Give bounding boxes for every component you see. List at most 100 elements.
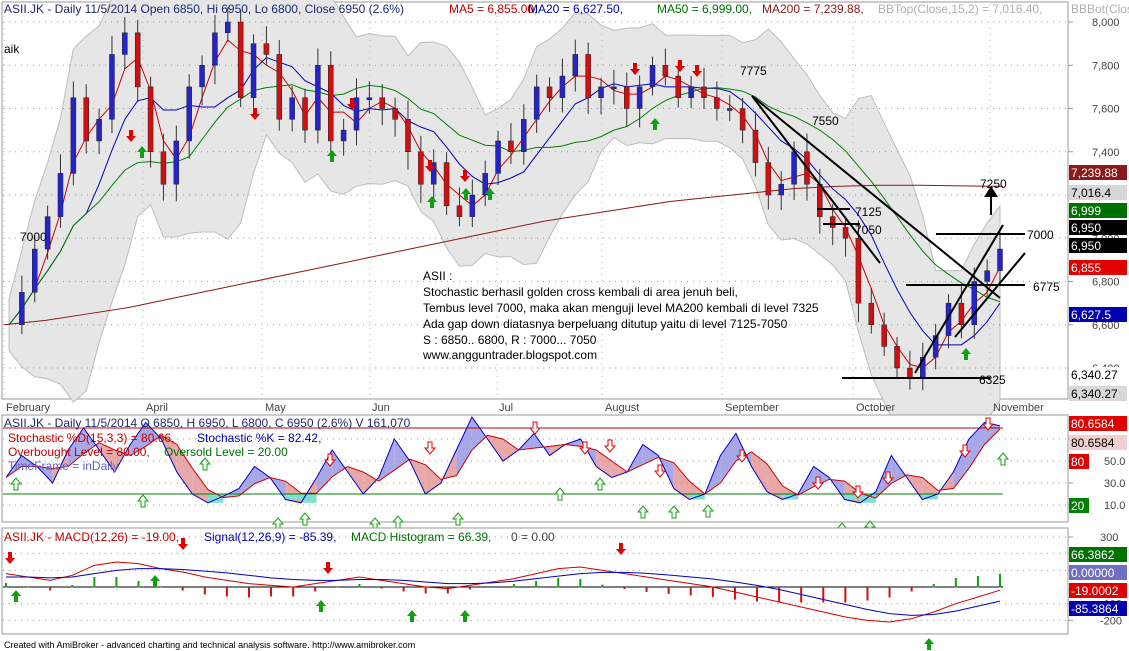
candle-body [559, 75, 566, 98]
buy-arrow [461, 188, 471, 200]
candle-body [469, 194, 476, 217]
macd-hist-bar [557, 578, 560, 588]
stoch-sell-arrow [653, 464, 667, 478]
stoch-buy-arrow [451, 512, 465, 526]
macd-hist-bar [93, 577, 96, 588]
stoch-d-line [5, 428, 1001, 499]
level-label-6325: 6325 [979, 373, 1006, 387]
stoch-area [471, 417, 488, 450]
level-label-7050: 7050 [855, 223, 882, 237]
candle-body [817, 183, 823, 217]
candle-body [276, 54, 283, 120]
stoch-area [425, 464, 441, 494]
annotation-line-2: Tembus level 7000, maka akan menguji lev… [423, 301, 819, 315]
candle-body [714, 97, 720, 109]
buy-arrow [961, 348, 971, 360]
macd-hist-bar [115, 577, 118, 588]
trendline-down-2 [751, 95, 1001, 299]
annotation-line-5: www.angguntrader.blogspot.com [422, 348, 597, 362]
macd-sell-arrow [616, 543, 626, 555]
price-value-tag-label: 6,950 [1071, 221, 1101, 235]
stoch-area [394, 439, 410, 471]
stoch-value-tag-label: 80.6584 [1071, 436, 1115, 450]
stoch-tick-label: 30.0 [1104, 478, 1125, 490]
macd-hist-bar [513, 584, 516, 588]
macd-buy-arrow [924, 638, 934, 650]
price-tick-label: 8,000 [1092, 17, 1120, 29]
sell-arrow [460, 170, 470, 182]
macd-hist-bar [270, 587, 273, 597]
macd-hist-bar [733, 587, 736, 600]
candle-body [495, 140, 501, 174]
macd-tick-label: -200 [1100, 615, 1122, 627]
candle-body [533, 86, 540, 120]
macd-hist-bar [314, 587, 317, 592]
buy-arrow [327, 150, 337, 162]
price-tick-label: 7,400 [1092, 147, 1120, 159]
candle-body [675, 75, 681, 98]
candle-body [868, 302, 875, 325]
stoch-area [456, 417, 472, 476]
stoch-area [767, 463, 783, 500]
price-header-part-3: MA50 = 6,999.00, [657, 2, 752, 16]
stoch-area [332, 450, 348, 477]
stoch-value-tag [1069, 416, 1127, 431]
candle-body [96, 119, 102, 142]
candle-body [932, 335, 939, 358]
macd-header-part-2: MACD Histogram = 66.39, [351, 530, 491, 544]
macd-grid [3, 536, 1067, 621]
sell-arrow [250, 108, 260, 120]
stoch-sell-arrow [958, 444, 972, 458]
candle-body [83, 97, 89, 142]
trend-lines [751, 95, 1026, 379]
candle-body [315, 65, 321, 131]
candle-body [199, 65, 205, 88]
oversold-fill [860, 494, 876, 503]
stoch-sell-arrow [981, 417, 995, 431]
trendline-down-1 [751, 95, 881, 264]
price-value-tag-label: 7,016.4 [1071, 186, 1111, 200]
macd-value-tags: 66.3862 0.00000 -19.0002 -85.3864 [1069, 547, 1127, 616]
macd-hist-bar [932, 584, 935, 588]
stoch-value-tag [1069, 498, 1089, 513]
candle-body [430, 162, 437, 185]
stoch-header: ASII.JK - Daily 11/5/2014 O 6850, H 6950… [4, 416, 411, 430]
macd-hist-bar [976, 576, 979, 588]
price-tick-label: 6,600 [1092, 320, 1120, 332]
stoch-buy-arrow [636, 505, 650, 519]
sell-arrow [126, 130, 136, 142]
price-header-part-2: MA20 = 6,627.50, [528, 2, 623, 16]
macd-hist-bar [380, 587, 383, 589]
oversold-fill [844, 494, 861, 500]
price-header-part-5: BBTop(Close,15,2) = 7,016.40, [878, 2, 1042, 16]
price-value-tag-label: 6,999 [1071, 204, 1101, 218]
candle-body [739, 108, 746, 131]
candle-body [392, 108, 398, 120]
stoch-area [891, 455, 907, 484]
candle-body [971, 281, 978, 325]
candle-body [829, 216, 836, 228]
month-label: August [605, 402, 639, 414]
annotation-block: ASII : Stochastic berhasil golden cross … [422, 269, 819, 362]
macd-hist-bar [402, 587, 405, 592]
price-value-tag-label: 6,950 [1071, 239, 1101, 253]
stoch-buy-arrow [9, 477, 23, 491]
macd-hist-bar [203, 587, 206, 595]
stoch-area [968, 422, 985, 469]
macd-tick-label: 300 [1100, 532, 1118, 544]
stoch-value-tag [1069, 435, 1127, 450]
stoch-sell-arrow [811, 476, 825, 490]
buy-arrow [137, 146, 147, 158]
stoch-sell-arrow [603, 439, 617, 453]
macd-sell-arrow [5, 552, 15, 564]
candle-body [997, 248, 1003, 271]
macd-hist-bar [71, 585, 74, 588]
macd-hist-bar [711, 587, 714, 598]
macd-y-axis: 300200100-100-200 [1067, 528, 1122, 634]
stoch-sell-arrow [423, 441, 437, 455]
oversold-fill [207, 494, 224, 503]
stoch-buy-arrow [198, 457, 212, 471]
stoch-tick-label: 50.0 [1104, 456, 1125, 468]
candle-body [521, 119, 527, 152]
